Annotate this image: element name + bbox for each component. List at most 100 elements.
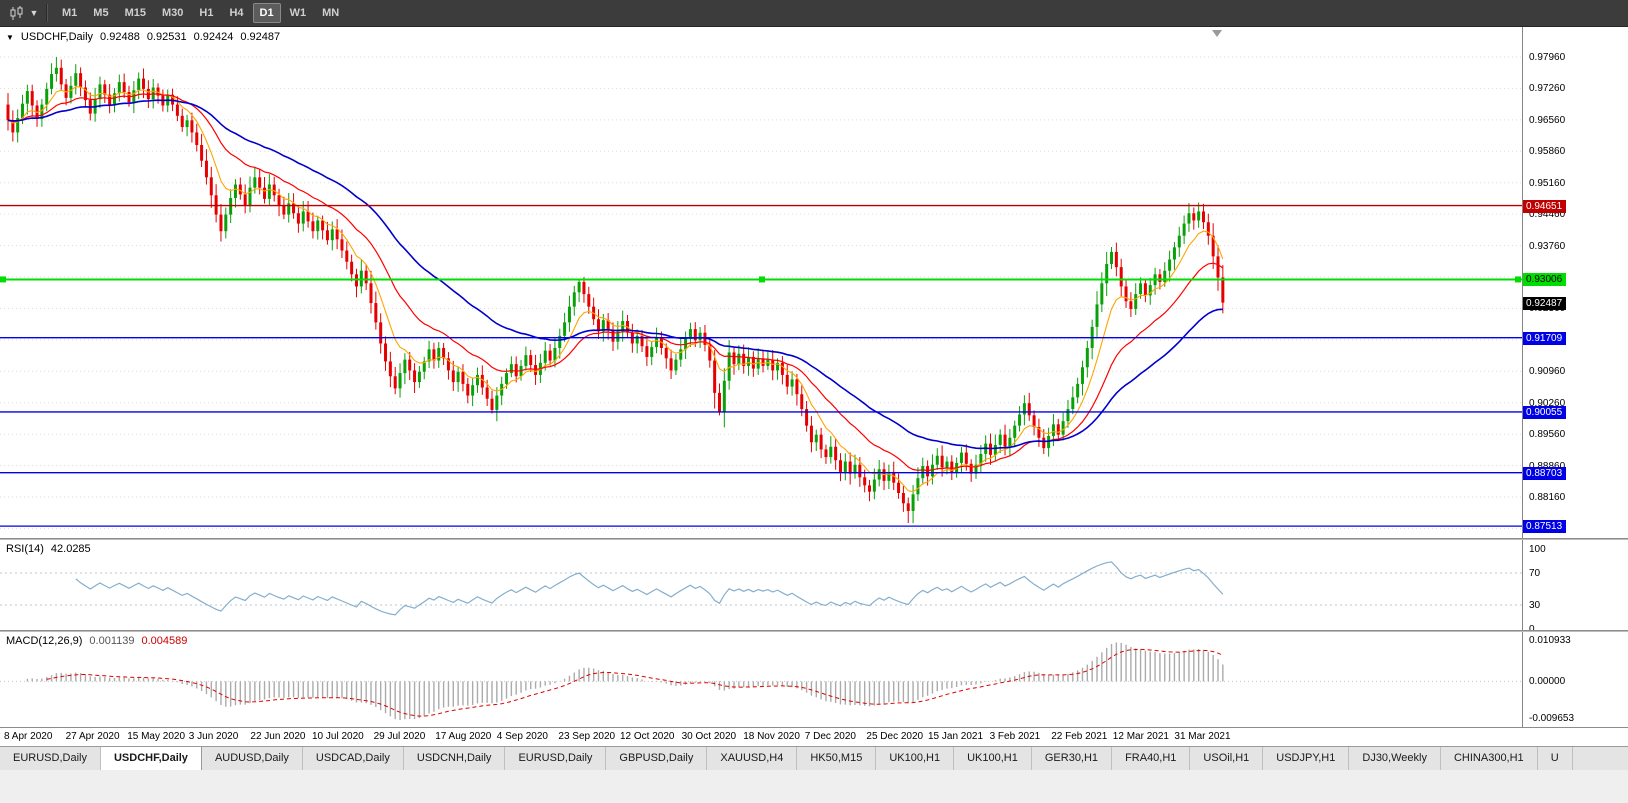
- macd-indicator-pane[interactable]: MACD(12,26,9) 0.001139 0.004589: [0, 632, 1522, 727]
- price-axis-main: 0.97960 0.97260 0.96560 0.95860 0.95160 0.944…: [1523, 27, 1628, 538]
- timeframe-buttons: M1 M5 M15 M30 H1 H4 D1 W1 MN: [54, 3, 347, 23]
- price-axis-macd: 0.010933 0.00000 -0.009653: [1523, 632, 1628, 727]
- ma-slow-line: [7, 99, 1223, 450]
- line-handle[interactable]: [1515, 276, 1521, 283]
- symbol-label: USDCHF,Daily: [20, 31, 94, 43]
- chart-tab[interactable]: HK50,M15: [797, 747, 877, 770]
- timeframe-button-m5[interactable]: M5: [93, 7, 109, 19]
- hline-price-badge: 0.87513: [1523, 520, 1567, 534]
- macd-signal-line: [46, 648, 1224, 717]
- chart-tab[interactable]: USDJPY,H1: [1263, 747, 1350, 770]
- ma-mid-line: [7, 93, 1224, 472]
- date-tick-label: 25 Dec 2020: [866, 731, 924, 742]
- date-tick-label: 7 Dec 2020: [804, 731, 856, 742]
- line-handle[interactable]: [0, 276, 6, 283]
- collapse-arrow-icon[interactable]: ▼: [6, 32, 14, 42]
- price-tick-label: 0.96560: [1529, 114, 1566, 126]
- chart-tab-bar: EURUSD,Daily USDCHF,Daily AUDUSD,Daily USDC…: [0, 746, 1628, 770]
- timeframe-button-d1[interactable]: D1: [252, 3, 281, 23]
- timeframe-button-w1[interactable]: W1: [289, 7, 307, 19]
- chart-tab[interactable]: DJ30,Weekly: [1349, 747, 1441, 770]
- toolbar: ▼ M1 M5 M15 M30 H1 H4 D1 W1 MN: [0, 0, 1628, 27]
- date-tick-label: 3 Feb 2021: [989, 731, 1041, 742]
- chart-tab[interactable]: AUDUSD,Daily: [201, 747, 303, 770]
- hline-price-badge: 0.88703: [1523, 466, 1567, 480]
- price-tick-label: 0.95860: [1529, 146, 1566, 158]
- chart-tab[interactable]: USDCAD,Daily: [302, 747, 404, 770]
- timeframe-button-mn[interactable]: MN: [322, 7, 340, 19]
- price-axis-rsi: 100 70 30 0: [1523, 540, 1628, 635]
- chart-tab[interactable]: USOil,H1: [1190, 747, 1264, 770]
- timeframe-button-m1[interactable]: M1: [62, 7, 78, 19]
- ma-fast-line: [7, 86, 1224, 493]
- chart-tab[interactable]: UK100,H1: [876, 747, 955, 770]
- timeframe-button-h1[interactable]: H1: [199, 7, 214, 19]
- rsi-label: RSI(14) 42.0285: [6, 543, 91, 555]
- chart-tab[interactable]: U: [1537, 747, 1573, 770]
- pane-separator[interactable]: [0, 630, 1628, 632]
- ohlc-high: 0.92531: [146, 31, 187, 43]
- chart-tab[interactable]: XAUUSD,H4: [707, 747, 798, 770]
- rsi-tick-label: 70: [1529, 568, 1541, 579]
- chart-tab[interactable]: UK100,H1: [954, 747, 1032, 770]
- price-axis[interactable]: 0.97960 0.97260 0.96560 0.95860 0.95160 0.944…: [1522, 27, 1628, 746]
- date-tick-label: 8 Apr 2020: [4, 731, 53, 742]
- macd-label: MACD(12,26,9) 0.001139 0.004589: [6, 635, 187, 647]
- hline-price-badge: 0.93006: [1523, 273, 1567, 287]
- price-tick-label: 0.88160: [1529, 492, 1566, 504]
- price-tick-label: 0.90960: [1529, 366, 1566, 378]
- macd-signal-value: 0.004589: [141, 635, 188, 647]
- date-tick-label: 30 Oct 2020: [681, 731, 737, 742]
- line-handle[interactable]: [759, 276, 765, 283]
- time-axis[interactable]: 8 Apr 2020 27 Apr 2020 15 May 2020 3 Jun 20…: [0, 727, 1628, 746]
- date-tick-label: 15 May 2020: [127, 731, 186, 742]
- main-chart-pane[interactable]: ▼ USDCHF,Daily 0.92488 0.92531 0.92424 0…: [0, 27, 1522, 538]
- price-tick-label: 0.97260: [1529, 83, 1566, 95]
- chart-tab[interactable]: GBPUSD,Daily: [606, 747, 708, 770]
- chart-tab[interactable]: USDCHF,Daily: [100, 747, 202, 770]
- horizontal-line[interactable]: [0, 276, 1522, 283]
- rsi-name: RSI(14): [6, 543, 44, 555]
- chart-tab[interactable]: FRA40,H1: [1112, 747, 1191, 770]
- timeframe-button-h4[interactable]: H4: [229, 7, 244, 19]
- rsi-tick-label: 30: [1529, 600, 1541, 611]
- macd-histogram: [26, 642, 1224, 720]
- ohlc-close: 0.92487: [240, 31, 281, 43]
- candlestick-chart-type-icon[interactable]: [6, 3, 28, 23]
- date-tick-label: 12 Mar 2021: [1112, 731, 1169, 742]
- chart-tab[interactable]: EURUSD,Daily: [0, 747, 101, 770]
- date-tick-label: 22 Feb 2021: [1051, 731, 1108, 742]
- candles-layer: [6, 56, 1225, 524]
- price-tick-label: 0.95160: [1529, 177, 1566, 189]
- macd-name: MACD(12,26,9): [6, 635, 83, 647]
- timeframe-button-m30[interactable]: M30: [161, 7, 184, 19]
- pane-separator[interactable]: [0, 538, 1628, 540]
- macd-main-value: 0.001139: [89, 635, 135, 647]
- date-tick-label: 10 Jul 2020: [312, 731, 364, 742]
- rsi-tick-label: 100: [1529, 544, 1546, 555]
- chart-tab[interactable]: GER30,H1: [1031, 747, 1113, 770]
- rsi-indicator-pane[interactable]: RSI(14) 42.0285: [0, 540, 1522, 630]
- macd-tick-label: -0.009653: [1529, 712, 1575, 724]
- chart-tab[interactable]: EURUSD,Daily: [505, 747, 607, 770]
- date-tick-label: 4 Sep 2020: [496, 731, 548, 742]
- rsi-line: [75, 561, 1224, 616]
- date-tick-label: 15 Jan 2021: [928, 731, 984, 742]
- chart-type-dropdown-icon[interactable]: ▼: [29, 8, 39, 18]
- chart-tab[interactable]: USDCNH,Daily: [403, 747, 506, 770]
- chart-tab[interactable]: CHINA300,H1: [1440, 747, 1538, 770]
- price-tick-label: 0.93760: [1529, 240, 1566, 252]
- date-tick-label: 3 Jun 2020: [188, 731, 239, 742]
- chart-shift-marker[interactable]: [1212, 30, 1222, 37]
- current-price-badge: 0.92487: [1523, 296, 1567, 310]
- timeframe-button-m15[interactable]: M15: [124, 7, 146, 19]
- ohlc-open: 0.92488: [100, 31, 140, 43]
- date-tick-label: 12 Oct 2020: [620, 731, 675, 742]
- date-tick-label: 27 Apr 2020: [65, 731, 120, 742]
- rsi-chart: [0, 561, 1522, 616]
- window-bottom-strip: [0, 770, 1628, 803]
- macd-chart: [0, 642, 1522, 720]
- grid-lines: [0, 56, 1522, 529]
- rsi-value: 42.0285: [50, 543, 91, 555]
